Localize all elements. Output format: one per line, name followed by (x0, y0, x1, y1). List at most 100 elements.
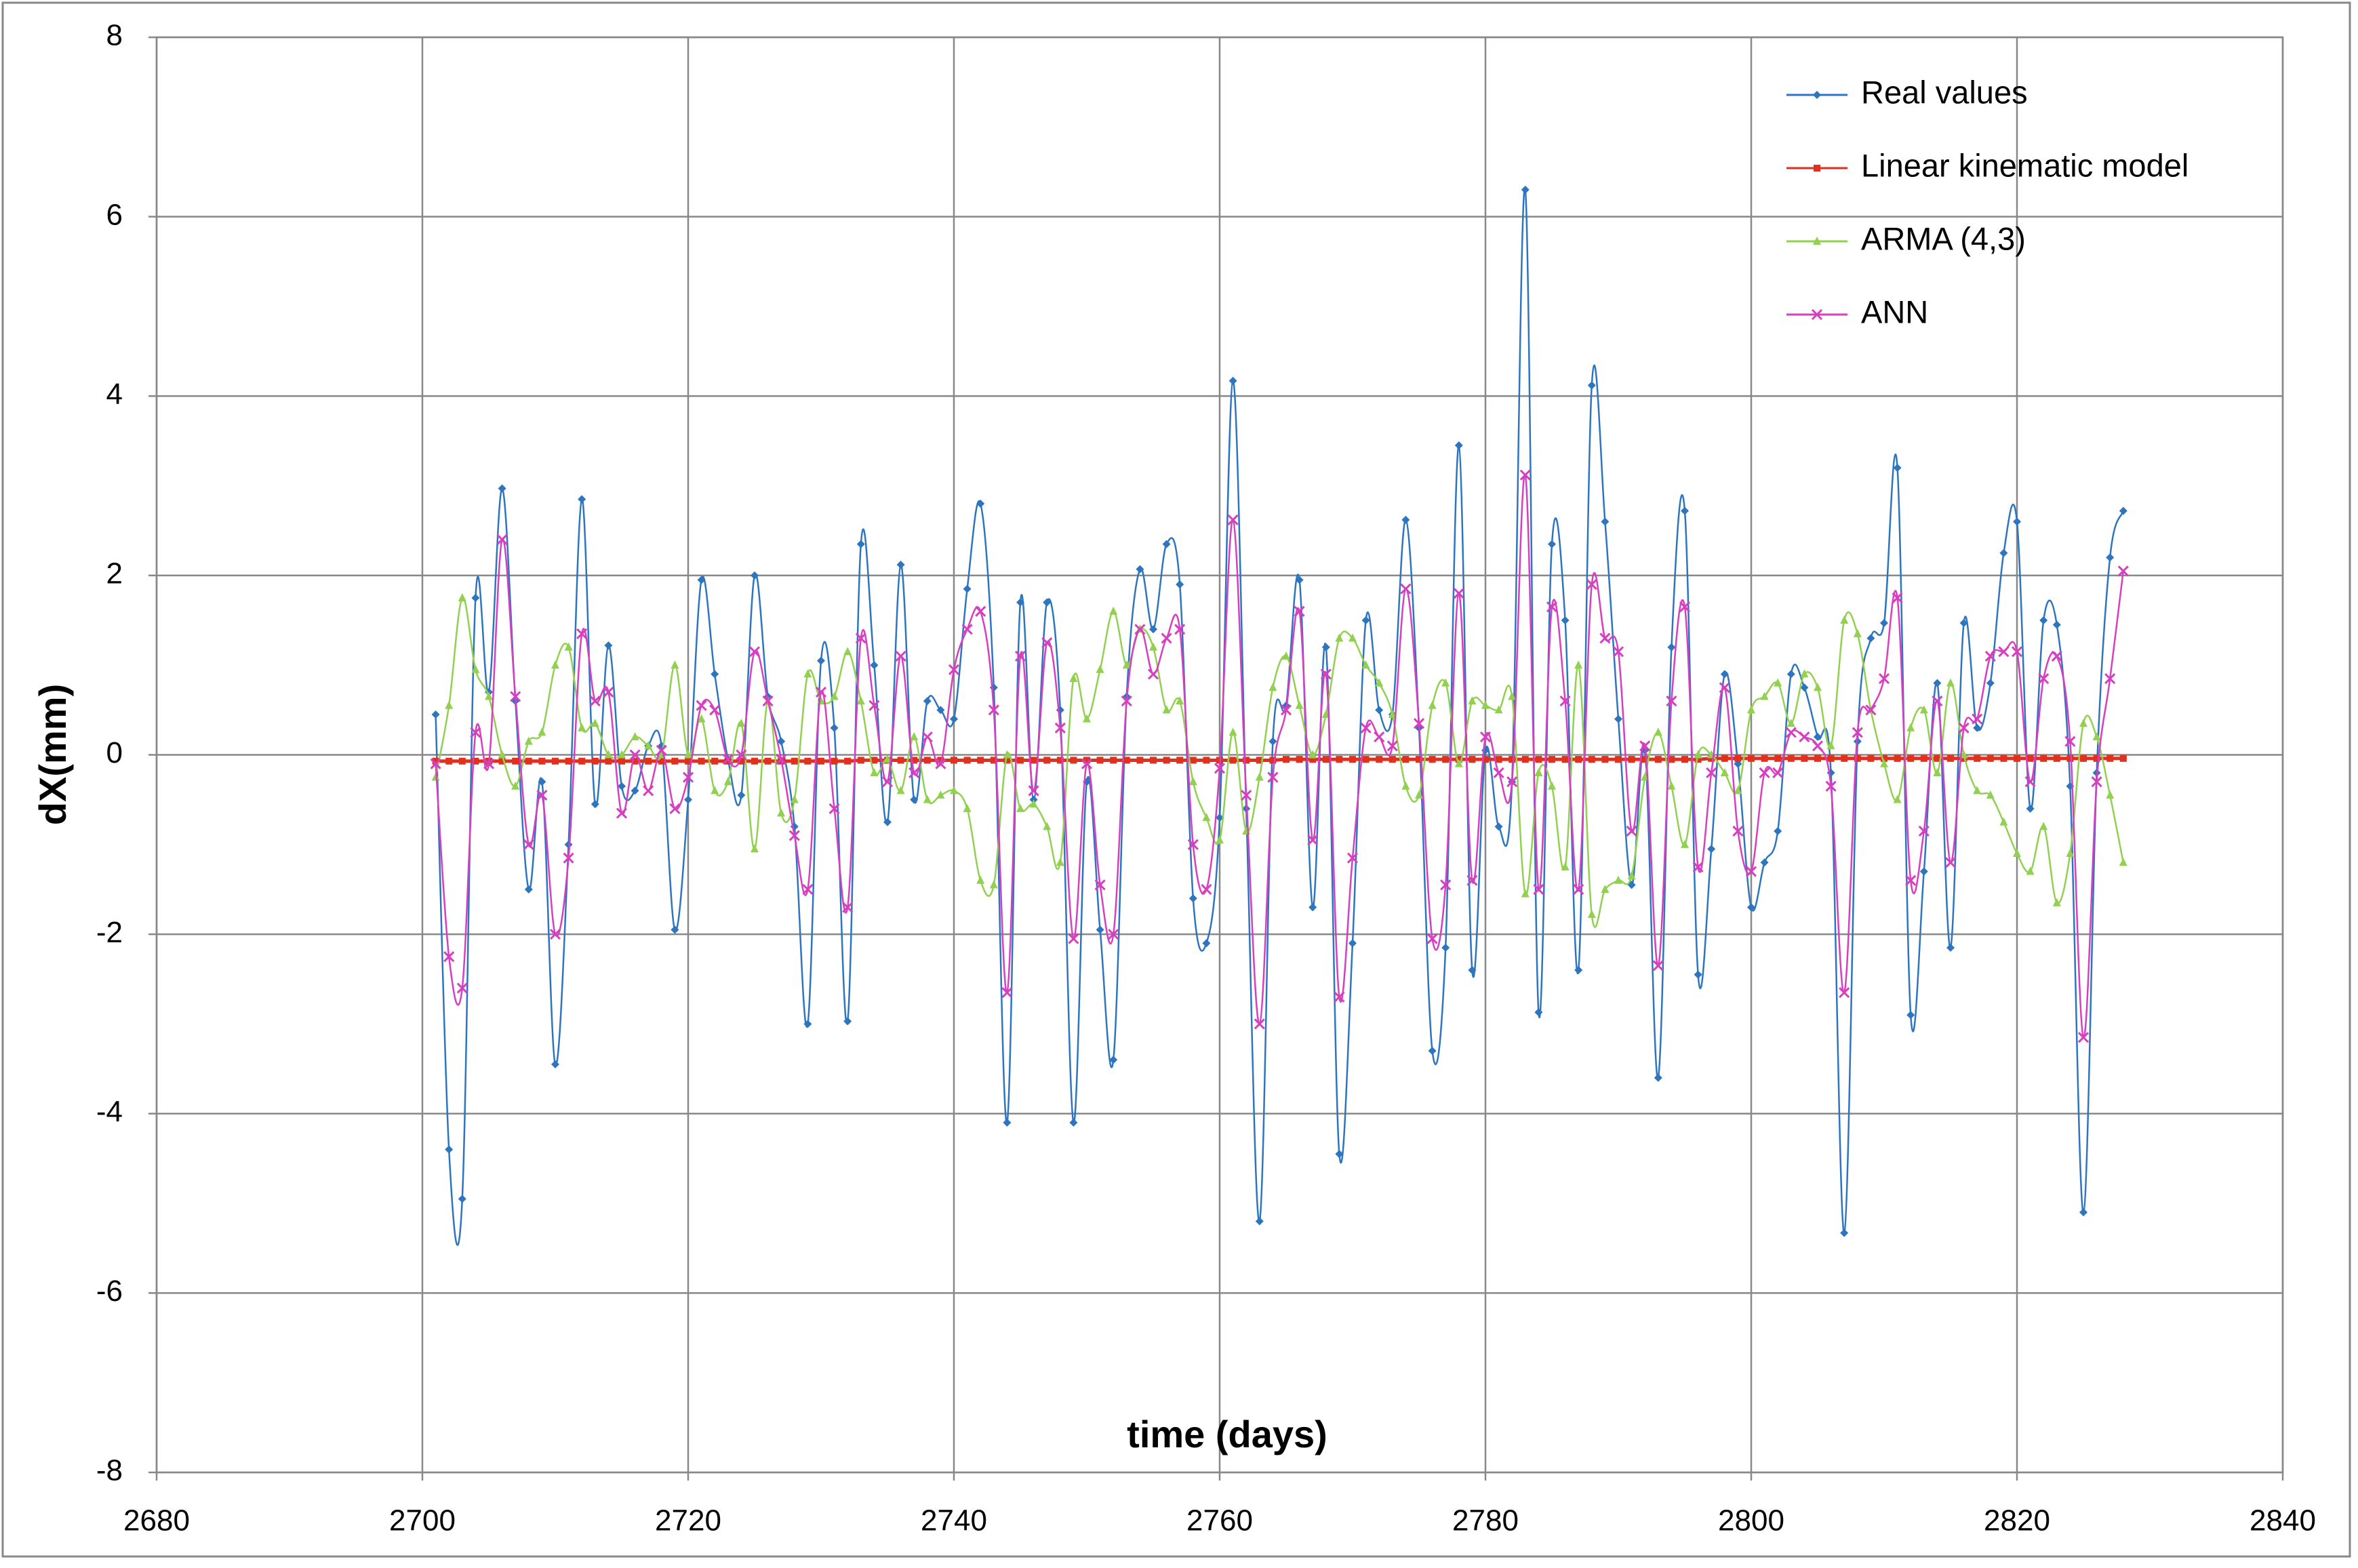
point (1216, 813, 1224, 822)
point (430, 758, 441, 769)
point (498, 750, 506, 759)
point (1441, 678, 1450, 687)
point (1681, 839, 1689, 848)
point (1174, 624, 1186, 635)
point (1694, 970, 1702, 979)
point (1243, 757, 1250, 764)
point (1944, 857, 1957, 868)
y-tick-label: -4 (96, 1095, 123, 1128)
point (1959, 619, 1968, 628)
point (605, 757, 612, 765)
point (564, 840, 573, 849)
point (1721, 755, 1728, 762)
point (1974, 755, 1981, 762)
point (1548, 540, 1556, 548)
point (1774, 755, 1782, 762)
point (1081, 758, 1093, 769)
point (1812, 740, 1824, 752)
point (2053, 755, 2060, 762)
point (578, 495, 586, 504)
point (538, 727, 546, 736)
point (1335, 633, 1344, 642)
point (1681, 506, 1689, 515)
point (2039, 616, 2048, 625)
point (551, 1060, 559, 1068)
point (711, 786, 719, 795)
point (552, 757, 559, 765)
point (1880, 759, 1888, 767)
point (1029, 799, 1038, 808)
point (802, 883, 814, 896)
point (1494, 705, 1503, 714)
point (1986, 679, 1995, 687)
point (658, 757, 665, 765)
point (1708, 755, 1715, 762)
point (565, 757, 572, 765)
point (777, 737, 786, 746)
point (1958, 722, 1970, 733)
point (737, 791, 746, 800)
point (1017, 757, 1024, 764)
point (684, 750, 692, 759)
point (1280, 704, 1292, 716)
point (1388, 709, 1397, 718)
point (1519, 469, 1531, 481)
point (1586, 579, 1597, 590)
point (589, 696, 601, 707)
point (975, 605, 986, 617)
point (1826, 741, 1835, 750)
point (1468, 756, 1476, 763)
point (1906, 1011, 1915, 1020)
point (1548, 756, 1555, 763)
point (2119, 858, 2127, 866)
point (977, 757, 984, 764)
point (1999, 548, 2008, 557)
point (445, 700, 454, 709)
point (631, 732, 639, 741)
point (1214, 763, 1226, 774)
point (1043, 598, 1052, 607)
point (1799, 731, 1810, 743)
point (711, 670, 719, 679)
point (1149, 625, 1157, 634)
point (1176, 580, 1184, 589)
point (1453, 588, 1464, 599)
point (830, 691, 839, 700)
point (1667, 781, 1676, 790)
point (1534, 1008, 1543, 1017)
point (1070, 757, 1077, 764)
point (1308, 750, 1317, 759)
point (896, 560, 905, 569)
y-tick-label: -2 (96, 916, 123, 949)
point (1401, 781, 1410, 790)
point (1294, 605, 1305, 617)
point (1559, 696, 1571, 707)
point (1309, 756, 1317, 763)
point (1296, 756, 1303, 763)
point (1998, 646, 2010, 658)
point (432, 757, 439, 765)
point (1574, 660, 1583, 669)
point (1254, 1018, 1265, 1030)
point (1747, 705, 1755, 714)
point (1428, 756, 1436, 763)
point (1003, 750, 1012, 759)
point (870, 661, 879, 670)
point (1188, 894, 1197, 903)
point (870, 767, 879, 776)
point (549, 929, 561, 940)
point (817, 656, 825, 665)
point (1336, 756, 1343, 763)
point (911, 757, 918, 764)
point (883, 755, 892, 763)
point (1495, 756, 1502, 763)
point (1587, 381, 1596, 390)
point (1121, 696, 1132, 707)
legend-marker (1813, 237, 1821, 245)
y-tick-label: 6 (106, 198, 123, 231)
point (1694, 750, 1702, 759)
point (2104, 672, 2116, 685)
point (458, 592, 466, 601)
point (923, 795, 932, 803)
point (2039, 822, 2048, 830)
